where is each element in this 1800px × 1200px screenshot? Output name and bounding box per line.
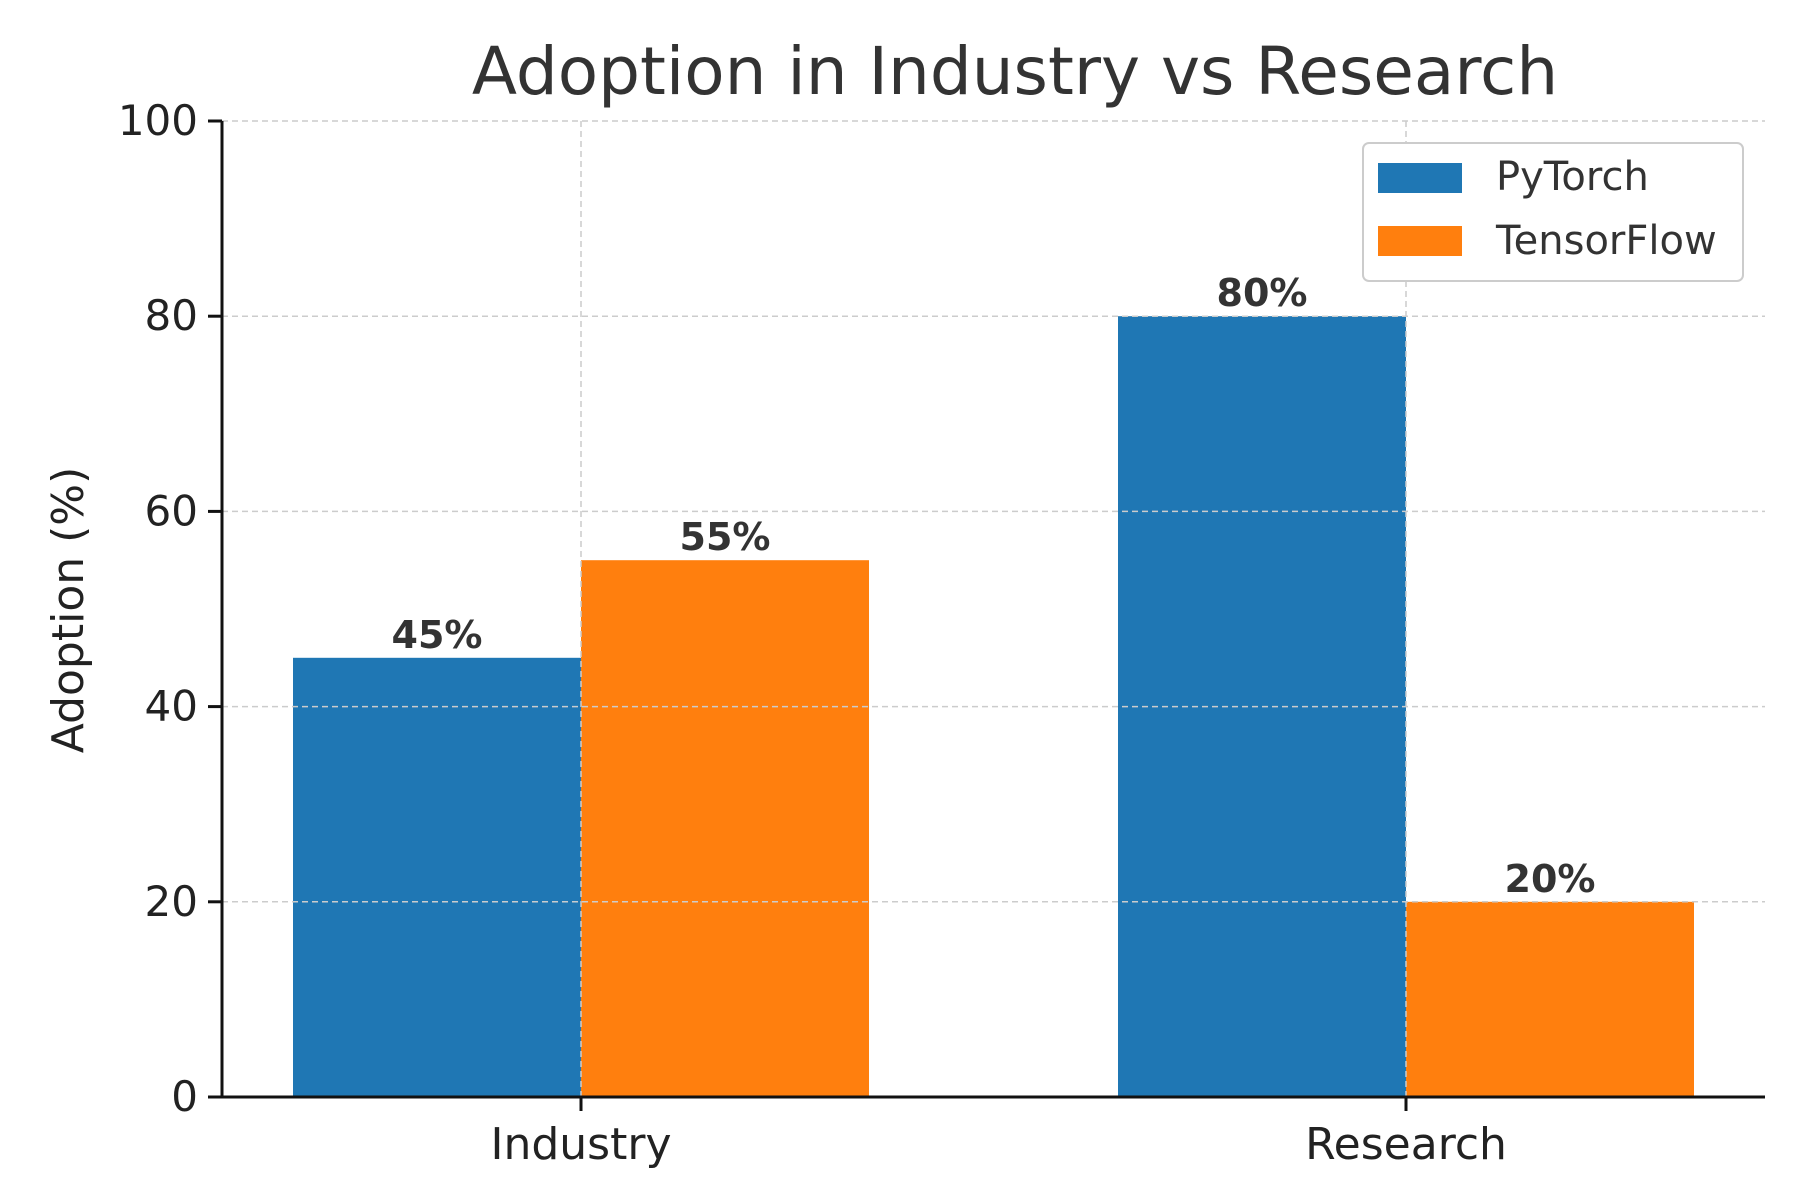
y-axis-label: Adoption (%) xyxy=(43,467,94,754)
bar-label-pytorch-research: 80% xyxy=(1217,271,1308,315)
y-tick-label-20: 20 xyxy=(145,877,198,926)
legend-swatch-tensorflow xyxy=(1378,226,1462,256)
x-tick-label-research: Research xyxy=(1305,1119,1507,1170)
legend: PyTorch TensorFlow xyxy=(1362,142,1744,282)
bar-pytorch-industry xyxy=(293,657,581,1097)
y-tick-label-60: 60 xyxy=(145,486,198,535)
bar-label-tensorflow-research: 20% xyxy=(1505,857,1596,901)
y-tick-label-40: 40 xyxy=(145,682,198,731)
y-tick-label-80: 80 xyxy=(145,291,198,340)
legend-label-pytorch: PyTorch xyxy=(1496,154,1649,200)
bar-tensorflow-industry xyxy=(581,560,869,1097)
y-tick-label-0: 0 xyxy=(171,1072,198,1121)
legend-swatch-pytorch xyxy=(1378,163,1462,193)
bar-tensorflow-research xyxy=(1406,901,1694,1097)
gridlines xyxy=(222,120,1765,1097)
legend-label-tensorflow: TensorFlow xyxy=(1495,218,1717,264)
x-tick-label-industry: Industry xyxy=(491,1119,672,1170)
axes xyxy=(208,119,1765,1111)
tick-labels: 0 20 40 60 80 100 Industry Research xyxy=(118,96,1507,1170)
bar-label-tensorflow-industry: 55% xyxy=(680,515,771,559)
bar-value-labels: 45% 80% 55% 20% xyxy=(392,271,1596,901)
bar-label-pytorch-industry: 45% xyxy=(392,613,483,657)
y-tick-label-100: 100 xyxy=(118,96,198,145)
chart-title: Adoption in Industry vs Research xyxy=(472,33,1558,110)
